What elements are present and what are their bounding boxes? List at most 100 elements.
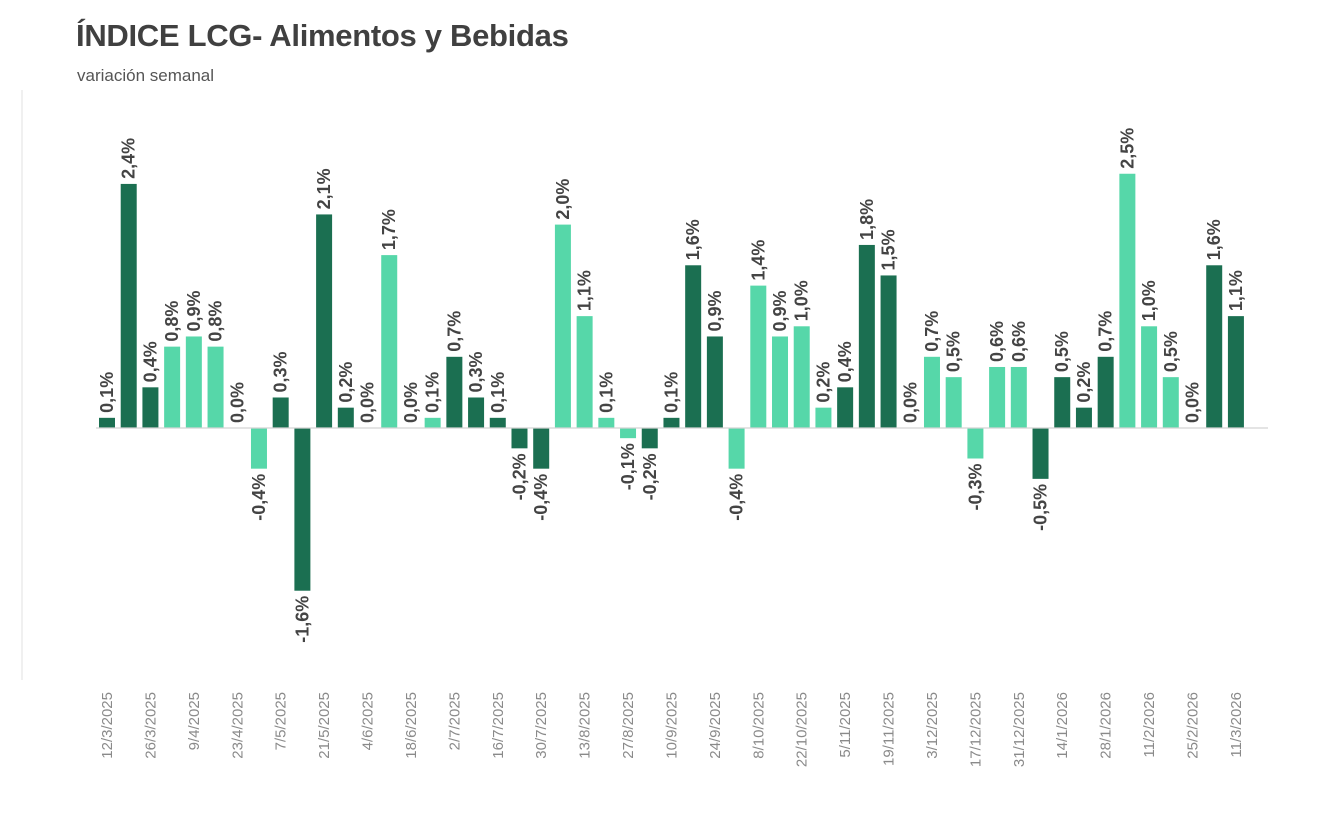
x-tick-label: 5/11/2025 — [837, 692, 854, 758]
bar-30/4/2025 — [250, 428, 267, 469]
x-tick-label: 2/7/2025 — [446, 692, 463, 750]
x-tick-label: 8/10/2025 — [750, 692, 767, 759]
data-label: 1,1% — [575, 270, 595, 311]
bar-2/7/2025 — [446, 356, 463, 428]
x-tick-label: 9/4/2025 — [186, 692, 203, 750]
data-label: 0,7% — [1096, 311, 1116, 352]
data-label: 0,2% — [1074, 362, 1094, 403]
x-tick-label: 22/10/2025 — [794, 692, 811, 767]
data-label: -0,4% — [249, 474, 269, 521]
bar-3/12/2025 — [923, 356, 940, 428]
data-label: 1,0% — [1139, 280, 1159, 321]
x-tick-label: 17/12/2025 — [967, 692, 984, 767]
data-label: 0,2% — [813, 362, 833, 403]
bar-9/4/2025 — [185, 336, 202, 428]
bar-26/3/2025 — [142, 387, 159, 428]
data-label: 0,1% — [488, 372, 508, 413]
data-label: 1,0% — [792, 280, 812, 321]
data-label: 0,7% — [444, 311, 464, 352]
data-label: -0,4% — [727, 474, 747, 521]
data-label: 0,0% — [401, 382, 421, 423]
x-tick-label: 28/1/2026 — [1098, 692, 1115, 759]
bar-21/5/2025 — [316, 214, 333, 428]
data-label: 0,8% — [162, 301, 182, 342]
bar-19/11/2025 — [880, 275, 897, 428]
data-label: 0,9% — [184, 290, 204, 331]
bar-11/3/2026 — [1227, 316, 1244, 428]
bar-21/1/2026 — [1075, 407, 1092, 428]
data-label: 0,1% — [596, 372, 616, 413]
data-label: -0,2% — [640, 453, 660, 500]
data-label: 1,6% — [1204, 219, 1224, 260]
bar-12/3/2025 — [99, 417, 115, 428]
bar-1/10/2025 — [728, 428, 745, 469]
x-tick-label: 7/5/2025 — [273, 692, 290, 750]
bar-31/12/2025 — [1010, 366, 1027, 428]
bar-22/10/2025 — [793, 326, 810, 428]
bar-17/9/2025 — [685, 265, 702, 428]
bar-7/1/2026 — [1032, 428, 1049, 479]
data-label: 0,0% — [227, 382, 247, 423]
bar-4/2/2026 — [1119, 173, 1136, 428]
data-label: 0,0% — [1183, 382, 1203, 423]
bar-28/1/2026 — [1097, 356, 1114, 428]
x-tick-label: 12/3/2025 — [99, 692, 116, 759]
data-label: 0,9% — [705, 290, 725, 331]
bar-29/10/2025 — [815, 407, 832, 428]
data-label: 0,8% — [206, 301, 226, 342]
data-label: -0,2% — [509, 453, 529, 500]
x-tick-label: 14/1/2026 — [1054, 692, 1071, 759]
data-label: 0,3% — [466, 351, 486, 392]
data-label: 0,3% — [271, 351, 291, 392]
data-label: 2,0% — [553, 179, 573, 220]
bar-16/4/2025 — [207, 346, 224, 428]
data-label: 0,9% — [770, 290, 790, 331]
bar-24/9/2025 — [706, 336, 723, 428]
data-label: 2,4% — [119, 138, 139, 179]
data-label: 0,0% — [900, 382, 920, 423]
data-label: 0,1% — [661, 372, 681, 413]
x-tick-label: 10/9/2025 — [663, 692, 680, 759]
data-label: 0,4% — [835, 341, 855, 382]
data-label: 0,7% — [922, 311, 942, 352]
data-label: -0,4% — [531, 474, 551, 521]
data-label: 0,5% — [944, 331, 964, 372]
x-tick-label: 21/5/2025 — [316, 692, 333, 759]
bar-3/9/2025 — [641, 428, 658, 449]
x-tick-label: 11/2/2026 — [1141, 692, 1158, 758]
x-tick-label: 25/2/2026 — [1185, 692, 1202, 759]
x-tick-label: 16/7/2025 — [490, 692, 507, 759]
bar-13/8/2025 — [576, 316, 593, 428]
bar-11/2/2026 — [1141, 326, 1158, 428]
data-label: 2,1% — [314, 168, 334, 209]
data-label: 0,1% — [97, 372, 117, 413]
bar-14/5/2025 — [294, 428, 311, 591]
bar-17/12/2025 — [967, 428, 984, 459]
bar-10/12/2025 — [945, 377, 962, 428]
x-tick-label: 23/4/2025 — [229, 692, 246, 759]
x-tick-label: 19/11/2025 — [881, 692, 898, 766]
bar-5/11/2025 — [837, 387, 854, 428]
bar-24/12/2025 — [989, 366, 1006, 428]
x-tick-label: 4/6/2025 — [360, 692, 377, 750]
data-label: 1,1% — [1226, 270, 1246, 311]
bar-6/8/2025 — [554, 224, 571, 428]
bar-9/7/2025 — [468, 397, 485, 428]
bar-14/1/2026 — [1054, 377, 1071, 428]
bar-7/5/2025 — [272, 397, 289, 428]
data-label: -0,1% — [618, 443, 638, 490]
x-tick-label: 24/9/2025 — [707, 692, 724, 759]
x-tick-label: 31/12/2025 — [1011, 692, 1028, 767]
data-label: 0,5% — [1161, 331, 1181, 372]
x-tick-label: 11/3/2026 — [1228, 692, 1245, 758]
data-label: 1,8% — [857, 199, 877, 240]
data-label: -0,3% — [965, 464, 985, 511]
data-label: 0,5% — [1052, 331, 1072, 372]
data-label: 0,2% — [336, 362, 356, 403]
bar-30/7/2025 — [533, 428, 550, 469]
bar-8/10/2025 — [750, 285, 767, 428]
bar-10/9/2025 — [663, 417, 680, 428]
x-tick-label: 3/12/2025 — [924, 692, 941, 759]
bar-20/8/2025 — [598, 417, 615, 428]
